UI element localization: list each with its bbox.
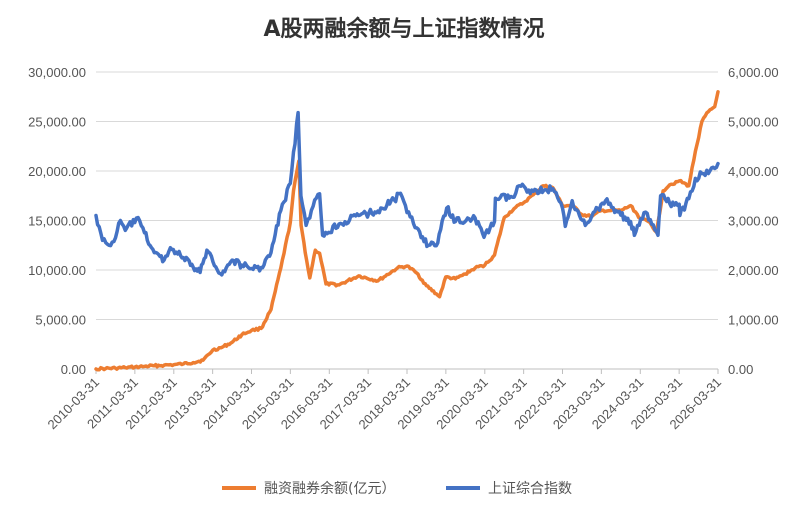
x-axis: 2010-03-312011-03-312012-03-312013-03-31… xyxy=(44,368,724,432)
y-right-tick-label: 3,000.00 xyxy=(728,214,779,229)
series-line-margin-balance xyxy=(94,90,720,372)
y-right-tick-label: 2,000.00 xyxy=(728,263,779,278)
legend-label: 融资融券余额(亿元） xyxy=(264,480,395,497)
legend-label: 上证综合指数 xyxy=(488,481,572,497)
y-left-tick-label: 15,000.00 xyxy=(28,214,86,229)
series-lines xyxy=(94,90,720,372)
y-left-tick-label: 5,000.00 xyxy=(35,313,86,328)
y-left-tick-label: 0.00 xyxy=(61,362,86,377)
y-right-tick-label: 6,000.00 xyxy=(728,65,779,80)
y-right-tick-label: 4,000.00 xyxy=(728,164,779,179)
y-left-tick-label: 30,000.00 xyxy=(28,65,86,80)
y-axis-right: 0.00 1,000.00 2,000.00 3,000.00 4,000.00 5,00… xyxy=(728,65,779,377)
series-line-sse-index xyxy=(94,110,720,277)
legend: 融资融券余额(亿元） 上证综合指数 xyxy=(222,480,572,497)
y-left-tick-label: 25,000.00 xyxy=(28,115,86,130)
y-right-tick-label: 1,000.00 xyxy=(728,313,779,328)
y-right-tick-label: 5,000.00 xyxy=(728,115,779,130)
y-left-tick-label: 10,000.00 xyxy=(28,263,86,278)
y-left-tick-label: 20,000.00 xyxy=(28,164,86,179)
chart-title: A股两融余额与上证指数情况 xyxy=(263,16,544,42)
y-axis-left: 0.00 5,000.00 10,000.00 15,000.00 20,000.00 2… xyxy=(28,65,86,377)
y-right-tick-label: 0.00 xyxy=(728,362,753,377)
